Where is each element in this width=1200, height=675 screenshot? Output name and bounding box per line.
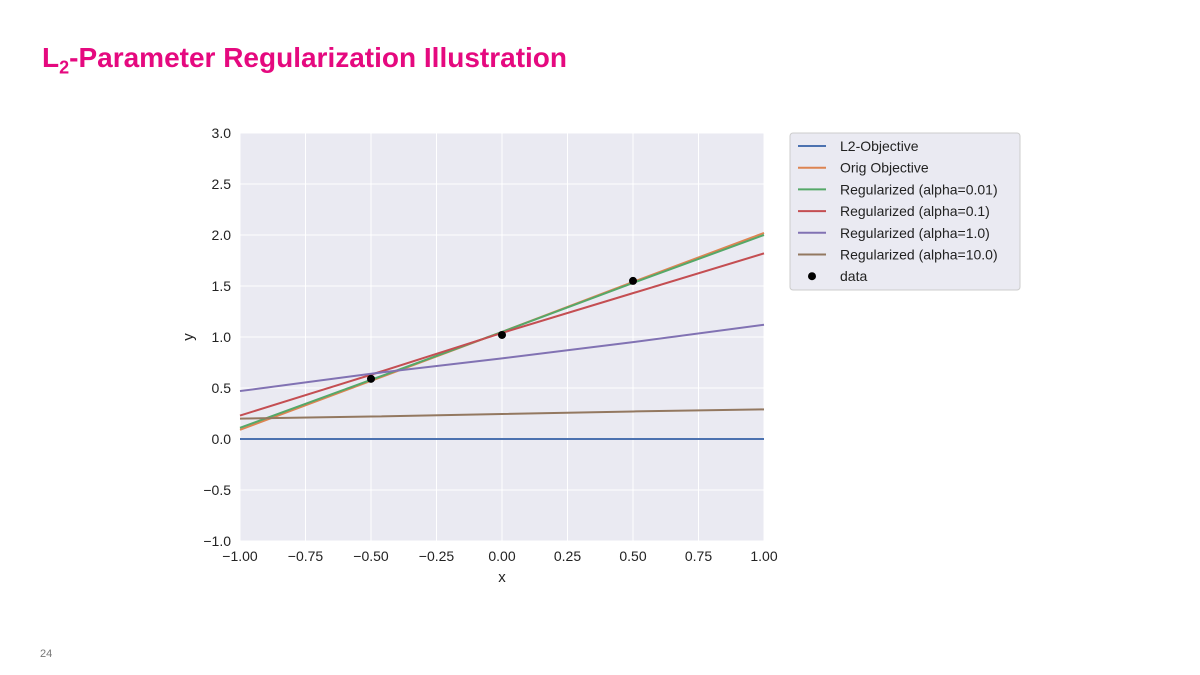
legend-label: data [840, 268, 867, 284]
legend-label: Regularized (alpha=10.0) [840, 247, 998, 263]
page-number: 24 [40, 648, 53, 660]
y-tick-label: 1.0 [212, 329, 232, 345]
title-subscript: 2 [59, 57, 70, 78]
y-tick-label: 2.0 [212, 227, 232, 243]
y-tick-label: −1.0 [203, 533, 231, 549]
data-point [498, 330, 506, 339]
x-tick-label: −0.25 [419, 548, 455, 564]
x-tick-label: 0.75 [685, 548, 712, 564]
legend [789, 132, 1021, 291]
slide-title: L2-Parameter Regularization Illustration [42, 42, 567, 79]
x-tick-label: −0.75 [288, 548, 324, 564]
title-main: L [42, 42, 60, 73]
x-tick-label: 0.00 [488, 548, 515, 564]
y-tick-label: 0.0 [212, 431, 232, 447]
y-tick-label: 2.5 [212, 176, 232, 192]
y-tick-label: 1.5 [212, 278, 232, 294]
legend-label: Regularized (alpha=0.01) [840, 181, 998, 197]
x-tick-label: −0.50 [353, 548, 389, 564]
legend-label: Orig Objective [840, 160, 929, 176]
legend-swatch [808, 272, 816, 281]
legend-label: L2-Objective [840, 138, 919, 154]
x-tick-label: −1.00 [222, 548, 258, 564]
y-tick-label: 3.0 [212, 125, 232, 141]
series-line-4 [239, 323, 765, 393]
legend-label: Regularized (alpha=0.1) [840, 203, 990, 219]
y-axis-label: y [180, 333, 197, 341]
x-tick-label: 1.00 [750, 548, 777, 564]
x-tick-label: 0.50 [619, 548, 646, 564]
legend-label: Regularized (alpha=1.0) [840, 225, 990, 241]
x-axis-label: x [498, 569, 506, 586]
data-point [367, 374, 375, 383]
title-rest: -Parameter Regularization Illustration [69, 42, 568, 73]
x-tick-label: 0.25 [554, 548, 581, 564]
y-tick-label: 0.5 [212, 380, 232, 396]
series-line-5 [239, 408, 765, 420]
data-point [629, 276, 637, 285]
y-tick-label: −0.5 [203, 482, 231, 498]
